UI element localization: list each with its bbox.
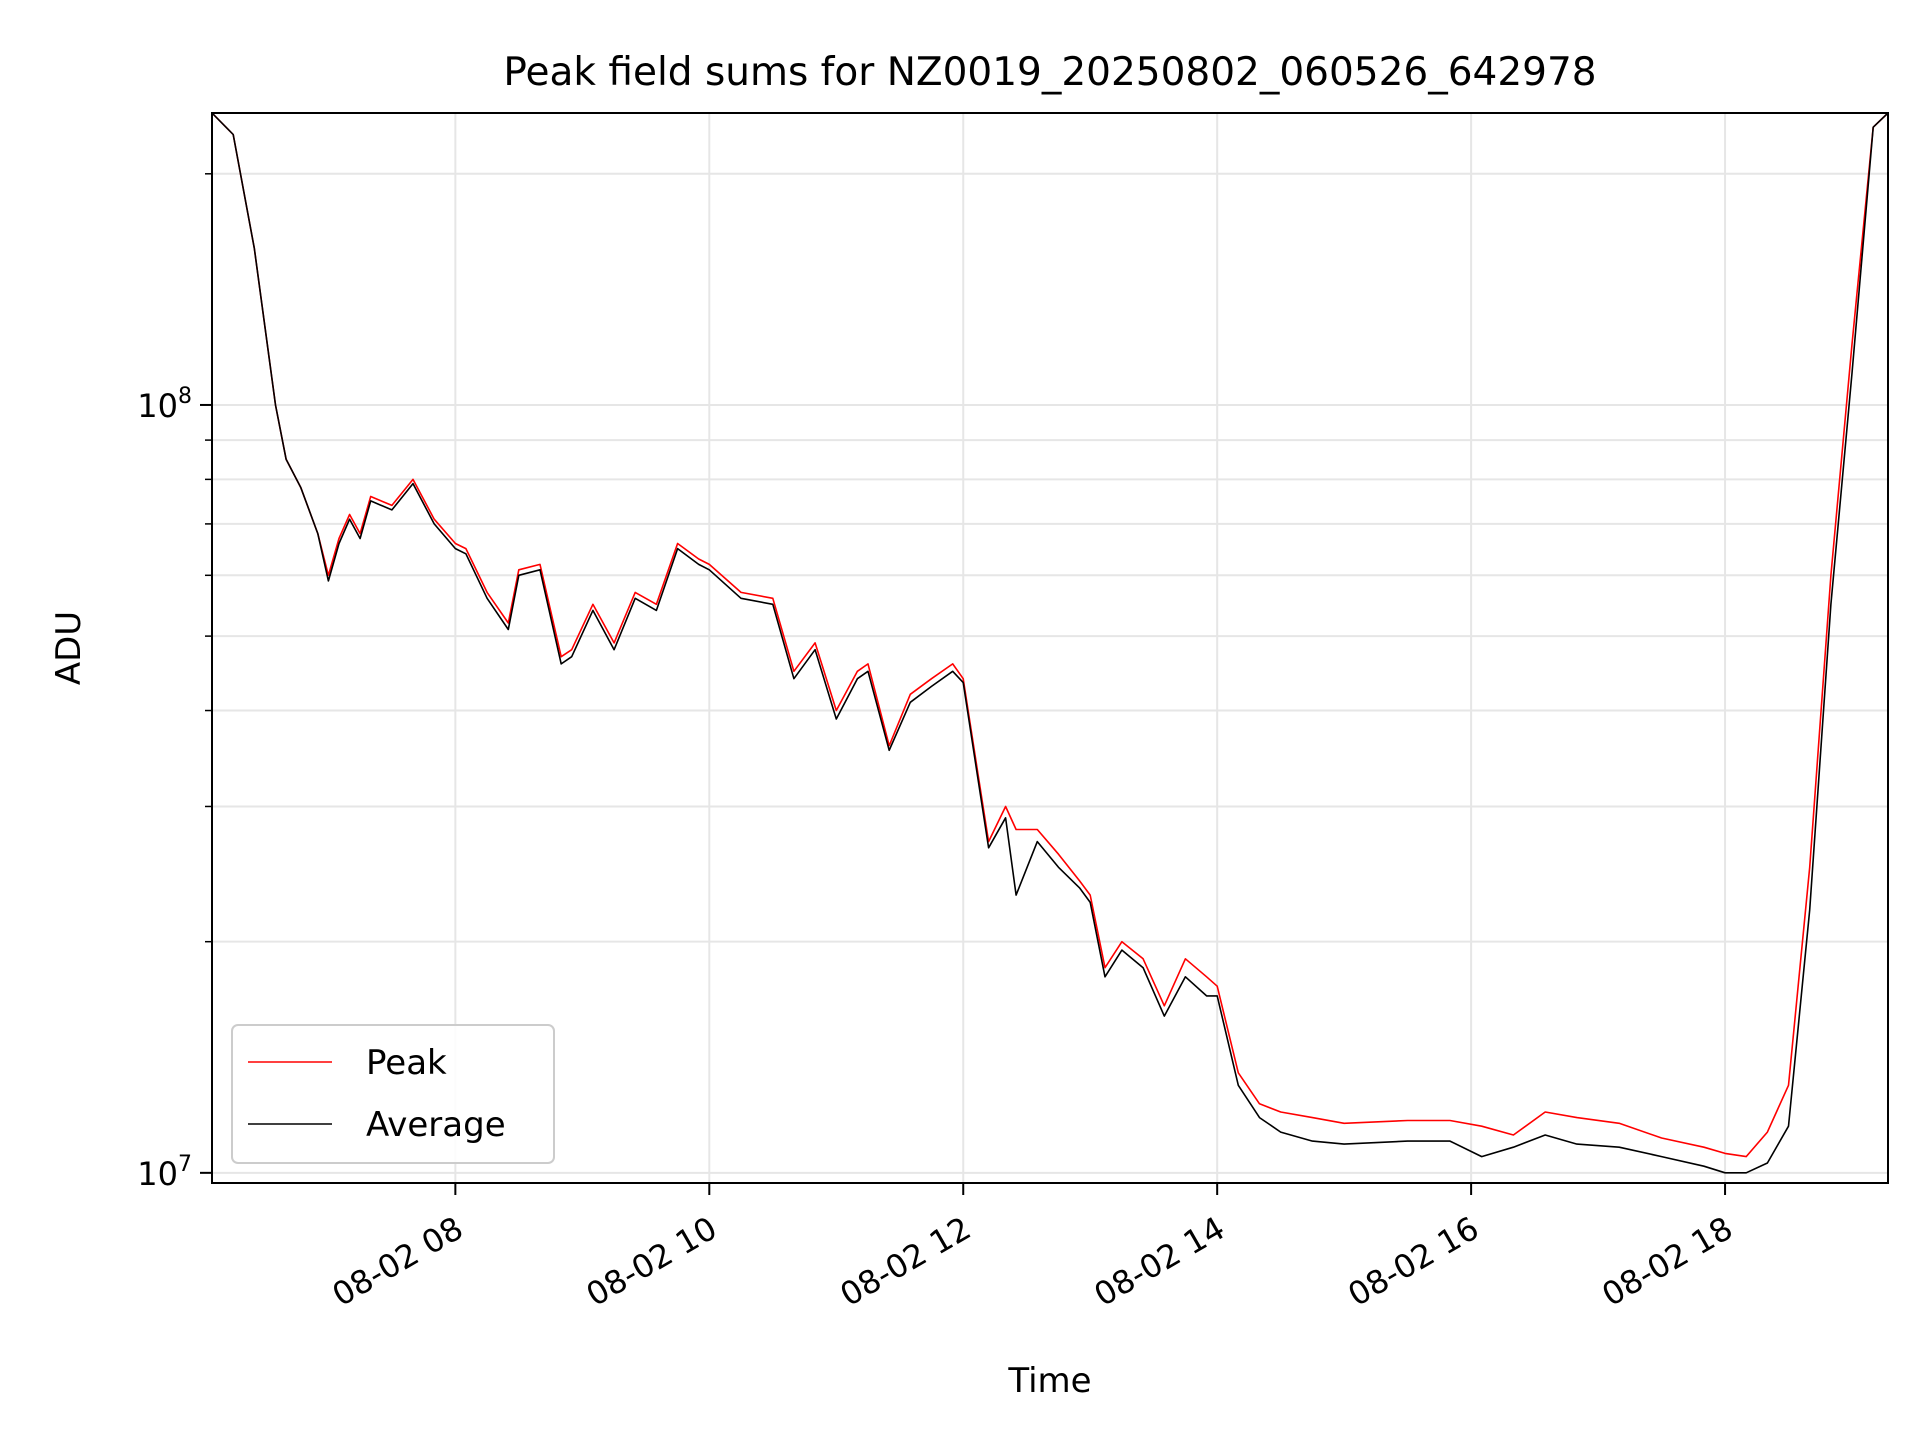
series-line-average xyxy=(211,112,1889,1174)
y-tick-label: 108 xyxy=(137,384,192,425)
legend: Peak Average xyxy=(231,1024,555,1164)
grid xyxy=(212,113,1888,1183)
y-axis-ticks: 107 108 xyxy=(137,173,212,1193)
chart-title: Peak field sums for NZ0019_20250802_0605… xyxy=(503,50,1596,95)
plot-frame xyxy=(211,112,1889,1184)
legend-label-peak: Peak xyxy=(366,1043,447,1083)
y-axis-label: ADU xyxy=(49,611,89,685)
series-line-peak xyxy=(211,112,1889,1158)
series-layer xyxy=(211,112,1889,1174)
legend-box xyxy=(231,1024,555,1164)
x-axis-label: Time xyxy=(1007,1361,1091,1401)
legend-label-average: Average xyxy=(366,1105,506,1145)
y-tick-label: 107 xyxy=(137,1152,192,1193)
